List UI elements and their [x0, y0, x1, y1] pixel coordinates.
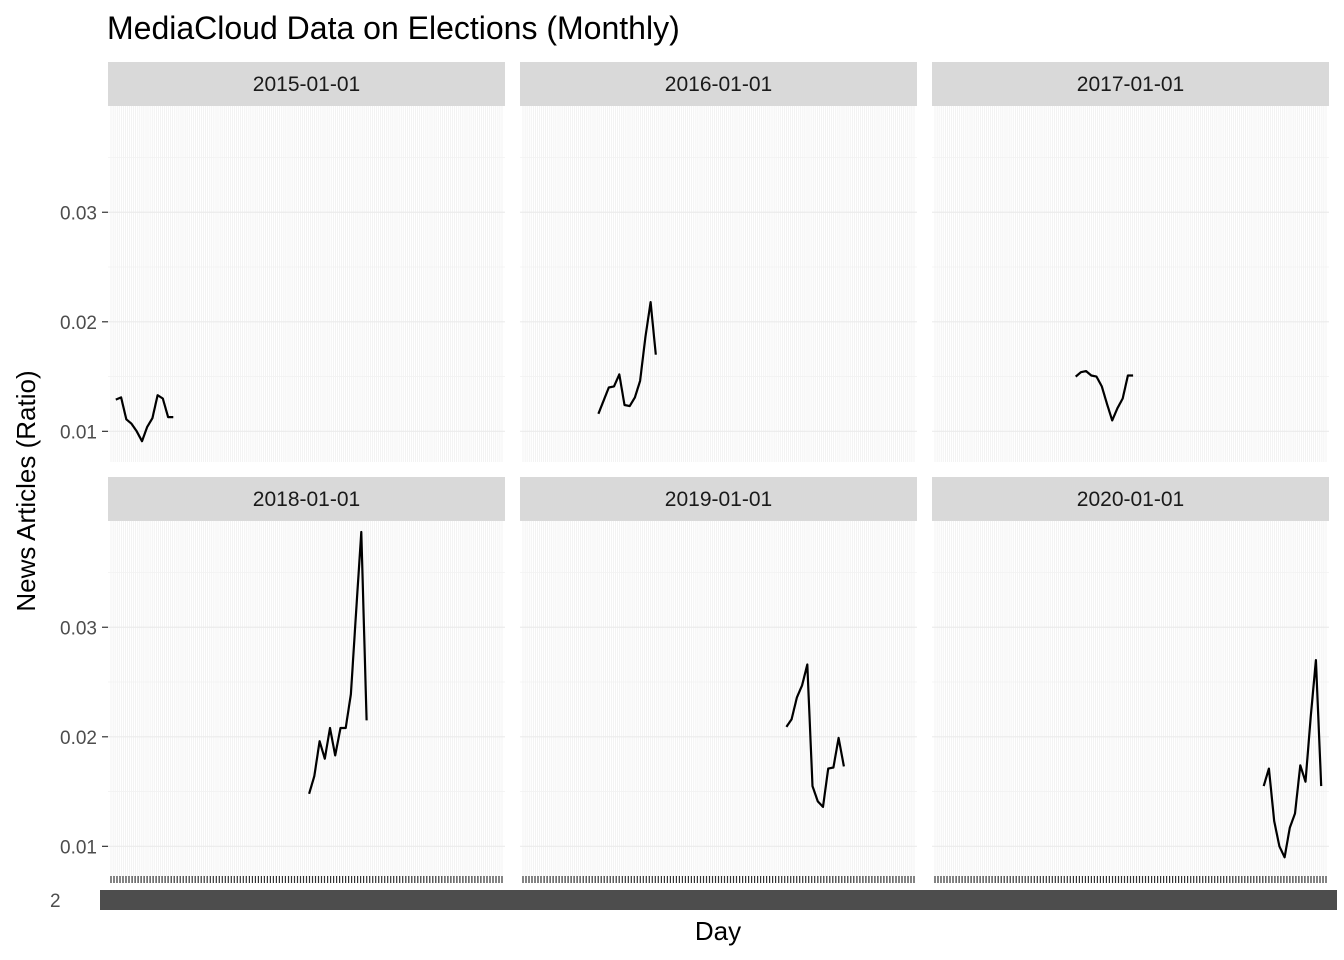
- y-tick-label: 0.03: [60, 203, 97, 224]
- strip-background: [108, 477, 505, 521]
- x-tick-label-stub: 2: [50, 891, 61, 912]
- y-tick-label: 0.02: [60, 728, 97, 749]
- vertical-gridlines: [522, 521, 915, 877]
- series-line: [115, 394, 174, 443]
- strip-label: 2015-01-01: [253, 73, 360, 96]
- strip-background: [520, 477, 917, 521]
- x-tick-marks: [110, 876, 503, 883]
- y-tick-label: 0.01: [60, 422, 97, 443]
- x-tick-labels-overlap: [100, 890, 513, 910]
- vertical-gridlines: [522, 106, 915, 462]
- y-tick-label: 0.02: [60, 313, 97, 334]
- strip-background: [932, 62, 1329, 106]
- series-line: [1262, 659, 1323, 859]
- series-line: [1074, 370, 1134, 422]
- strip-background: [932, 477, 1329, 521]
- facet-2019-01-01: 2019-01-01: [512, 477, 925, 910]
- strip-label: 2016-01-01: [665, 73, 772, 96]
- vertical-gridlines: [110, 521, 503, 877]
- facet-panels: 2015-01-01 0.01 0.02 0.03 2016-01-01 2017-01-…: [50, 62, 1337, 912]
- x-tick-labels-overlap: [512, 890, 925, 910]
- series-line: [308, 530, 368, 795]
- series-line: [785, 663, 845, 808]
- x-tick-marks: [934, 876, 1327, 883]
- facet-2017-01-01: 2017-01-01: [932, 62, 1329, 462]
- vertical-gridlines: [934, 106, 1327, 462]
- facet-2020-01-01: 2020-01-01: [924, 477, 1337, 910]
- chart-title: MediaCloud Data on Elections (Monthly): [107, 10, 680, 46]
- facet-2015-01-01: 2015-01-01 0.01 0.02 0.03: [60, 62, 505, 462]
- y-tick-label: 0.03: [60, 618, 97, 639]
- x-axis-title: Day: [695, 916, 741, 946]
- y-tick-label: 0.01: [60, 837, 97, 858]
- vertical-gridlines: [934, 521, 1327, 877]
- strip-label: 2017-01-01: [1077, 73, 1184, 96]
- strip-label: 2019-01-01: [665, 488, 772, 511]
- strip-label: 2018-01-01: [253, 488, 360, 511]
- x-tick-marks: [522, 876, 915, 883]
- strip-background: [520, 62, 917, 106]
- facet-2016-01-01: 2016-01-01: [520, 62, 917, 462]
- strip-background: [108, 62, 505, 106]
- vertical-gridlines: [110, 106, 503, 462]
- y-axis-title: News Articles (Ratio): [11, 370, 41, 611]
- facet-2018-01-01: 2018-01-01 0.01 0.02 0.03: [60, 477, 513, 910]
- x-tick-labels-overlap: [924, 890, 1337, 910]
- strip-label: 2020-01-01: [1077, 488, 1184, 511]
- series-line: [597, 301, 657, 415]
